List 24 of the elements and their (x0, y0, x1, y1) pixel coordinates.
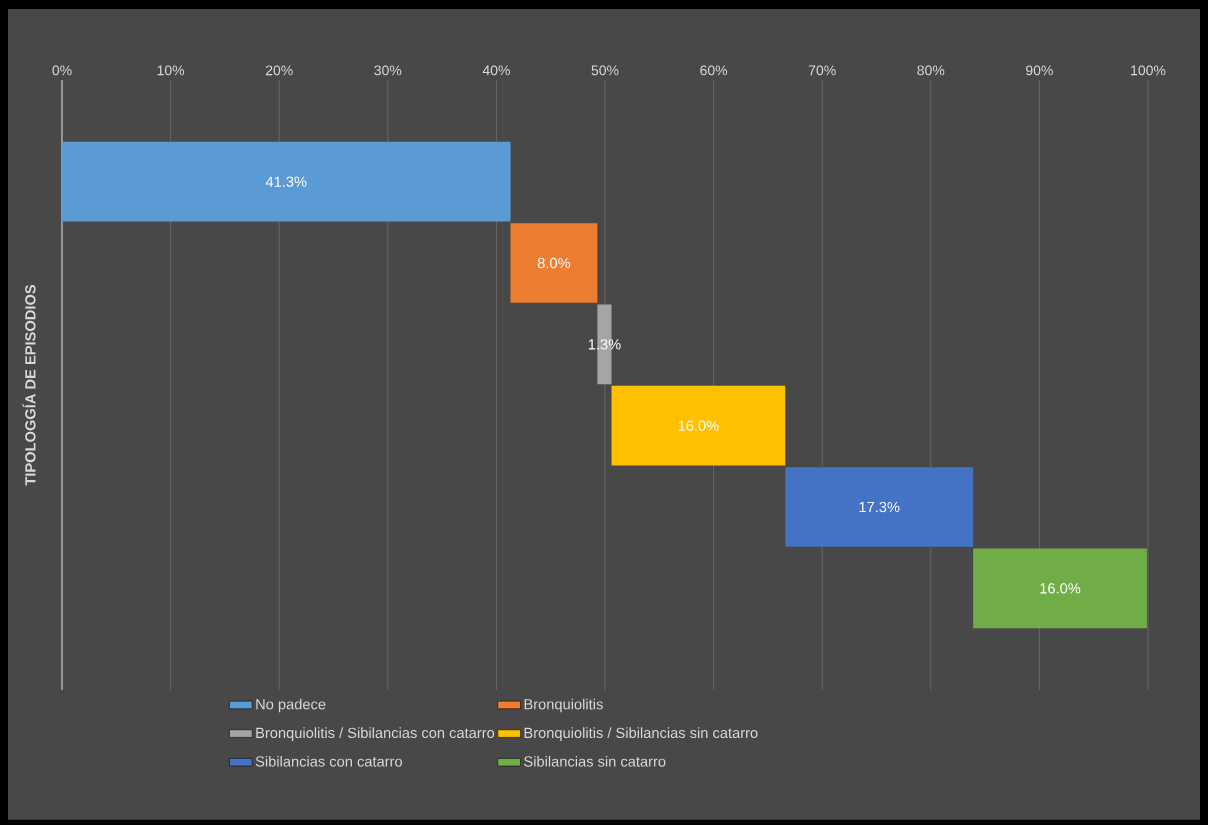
legend-label: Bronquiolitis / Sibilancias con catarro (256, 727, 495, 741)
data-label: 1.3% (588, 339, 621, 350)
data-label: 17.3% (859, 501, 900, 513)
x-tick-label: 70% (808, 65, 836, 76)
legend-label: No padece (256, 698, 326, 713)
x-tick-label: 40% (482, 65, 510, 76)
x-tick-label: 20% (265, 65, 293, 76)
x-tick-label: 10% (157, 65, 185, 76)
x-tick-label: 60% (700, 65, 728, 76)
legend-label: Sibilancias con catarro (255, 755, 403, 767)
data-label: 16.0% (1040, 583, 1081, 594)
y-axis-title: TIPOLOGGÍA DE EPISODIOS (22, 284, 36, 486)
data-label: 8.0% (537, 257, 571, 269)
x-tick-label: 100% (1131, 65, 1166, 76)
legend-label: Bronquiolitis / Sibilancias sin catarro (524, 727, 758, 741)
data-label: 41.3% (265, 176, 307, 187)
x-tick-label: 30% (374, 65, 402, 76)
x-tick-label: 50% (591, 65, 619, 76)
data-label: 16.0% (678, 420, 719, 431)
x-tick-label: 0% (52, 65, 72, 76)
legend-label: Sibilancias sin catarro (524, 755, 666, 767)
legend-label: Bronquiolitis (524, 698, 603, 713)
x-tick-label: 80% (917, 65, 945, 76)
x-tick-label: 90% (1026, 65, 1053, 76)
